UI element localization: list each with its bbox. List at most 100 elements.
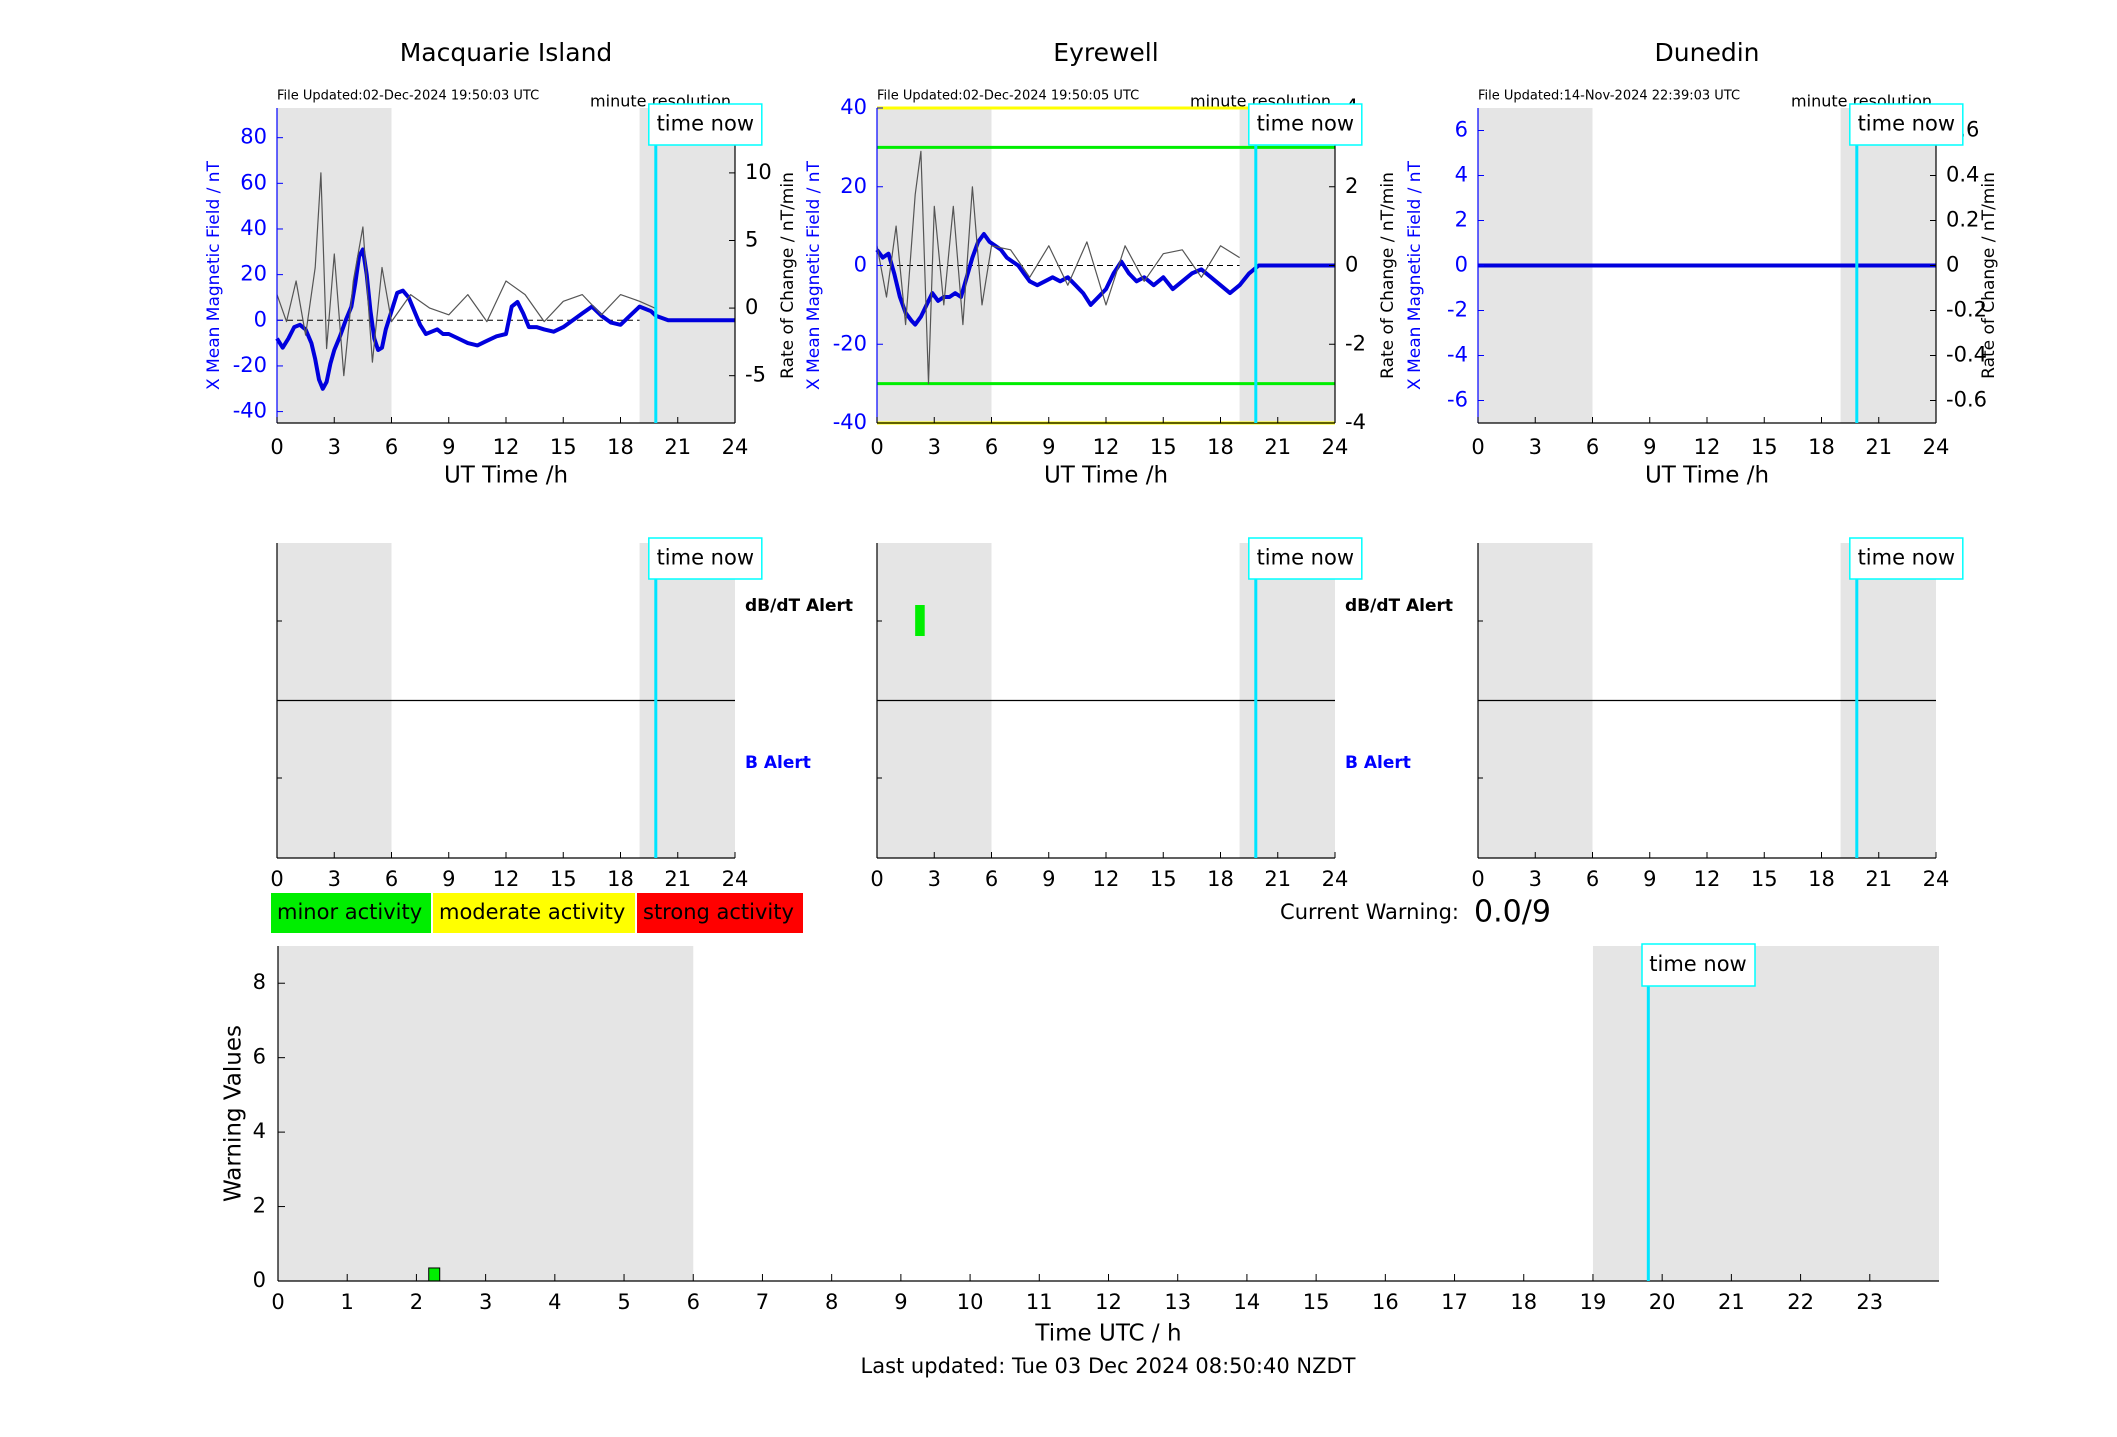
y-tick-label: 6 xyxy=(1455,118,1468,142)
y-tick-label: -4 xyxy=(1447,343,1468,367)
x-tick-label: 18 xyxy=(1207,435,1234,459)
x-tick-label: 24 xyxy=(1923,435,1950,459)
left-axis-label: X Mean Magnetic Field / nT xyxy=(204,160,224,390)
current-warning-value: 0.0/9 xyxy=(1474,895,1551,930)
last-updated: Last updated: Tue 03 Dec 2024 08:50:40 N… xyxy=(861,1354,1356,1378)
station-title: Macquarie Island xyxy=(400,38,613,67)
x-tick-label: 6 xyxy=(1586,867,1599,891)
y-tick-label: 2 xyxy=(1455,208,1468,232)
x-tick-label: 21 xyxy=(1718,1290,1745,1314)
x-tick-label: 5 xyxy=(617,1290,630,1314)
legend-label: strong activity xyxy=(643,900,794,924)
y-tick-label: -2 xyxy=(1447,298,1468,322)
y-tick-label: -20 xyxy=(833,331,867,355)
x-tick-label: 15 xyxy=(1751,435,1778,459)
now-label-mid-box xyxy=(1248,537,1363,580)
x-tick-label: 3 xyxy=(1529,435,1542,459)
file-updated: File Updated:02-Dec-2024 19:50:03 UTC xyxy=(277,89,539,104)
legend-swatch xyxy=(271,893,431,933)
rate-of-change-line xyxy=(276,172,656,377)
now-label-top: time now xyxy=(1858,112,1955,136)
x-tick-label: 18 xyxy=(1510,1290,1537,1314)
dbdt-alert-label: dB/dT Alert xyxy=(1345,596,1453,616)
y-tick-label: -40 xyxy=(233,399,267,423)
y-tick-label: 0 xyxy=(254,307,267,331)
x-tick-label: 9 xyxy=(894,1290,907,1314)
x-tick-label: 0 xyxy=(1471,435,1484,459)
y2-tick-label: -0.6 xyxy=(1946,388,1987,412)
x-tick-label: 20 xyxy=(1649,1290,1676,1314)
now-label-top-box xyxy=(1849,103,1964,146)
y-tick-label: 20 xyxy=(840,174,867,198)
y-tick-label: 4 xyxy=(253,1119,266,1143)
x-axis-label: UT Time /h xyxy=(444,463,568,489)
x-tick-label: 17 xyxy=(1441,1290,1468,1314)
legend-item-0: minor activity xyxy=(271,893,431,933)
x-tick-label: 14 xyxy=(1234,1290,1261,1314)
x-tick-label: 3 xyxy=(479,1290,492,1314)
x-tick-label: 21 xyxy=(664,435,691,459)
x-tick-label: 2 xyxy=(410,1290,423,1314)
x-tick-label: 6 xyxy=(687,1290,700,1314)
legend-item-1: moderate activity xyxy=(433,893,635,933)
x-tick-label: 6 xyxy=(985,867,998,891)
x-tick-label: 15 xyxy=(1751,867,1778,891)
x-axis-label: UT Time /h xyxy=(1645,463,1769,489)
x-tick-label: 24 xyxy=(1322,435,1349,459)
x-tick-label: 9 xyxy=(1042,867,1055,891)
y2-tick-label: 2 xyxy=(1345,174,1358,198)
now-label-top: time now xyxy=(657,112,754,136)
y-tick-label: 60 xyxy=(240,170,267,194)
x-tick-label: 24 xyxy=(722,435,749,459)
station-panel-1: Eyrewell-40-2002040-4-202403691215182124… xyxy=(804,38,1398,489)
y2-tick-label: 10 xyxy=(745,160,772,184)
warning-bar xyxy=(428,1267,441,1282)
warning-y-label: Warning Values xyxy=(221,1025,247,1202)
x-tick-label: 3 xyxy=(928,435,941,459)
x-tick-label: 3 xyxy=(1529,867,1542,891)
x-tick-label: 19 xyxy=(1580,1290,1607,1314)
x-tick-label: 21 xyxy=(664,867,691,891)
x-tick-label: 9 xyxy=(442,435,455,459)
x-tick-label: 11 xyxy=(1026,1290,1053,1314)
x-tick-label: 12 xyxy=(1093,435,1120,459)
file-updated: File Updated:14-Nov-2024 22:39:03 UTC xyxy=(1478,89,1740,104)
x-tick-label: 18 xyxy=(607,867,634,891)
x-tick-label: 0 xyxy=(1471,867,1484,891)
y-tick-label: 20 xyxy=(240,262,267,286)
x-tick-label: 15 xyxy=(1150,867,1177,891)
now-label-mid: time now xyxy=(657,546,754,570)
y-tick-label: -20 xyxy=(233,353,267,377)
x-tick-label: 12 xyxy=(1095,1290,1122,1314)
dbdt-alert-bar xyxy=(915,605,925,636)
y2-tick-label: 0.2 xyxy=(1946,208,1979,232)
now-label-box xyxy=(1641,943,1756,987)
y2-tick-label: 5 xyxy=(745,227,758,251)
now-label-mid-box xyxy=(1849,537,1964,580)
alert-panel-0: 0 3 6 9 12 15 18 21 24 dB/dT Alert B Alert xyxy=(270,543,853,891)
x-tick-label: 9 xyxy=(1042,435,1055,459)
x-tick-label: 12 xyxy=(1694,867,1721,891)
y2-tick-label: -4 xyxy=(1345,410,1366,434)
x-tick-label: 6 xyxy=(385,867,398,891)
x-tick-label: 13 xyxy=(1164,1290,1191,1314)
x-tick-label: 18 xyxy=(1808,435,1835,459)
now-label-warning: time now xyxy=(1649,952,1746,976)
x-tick-label: 0 xyxy=(270,867,283,891)
now-label-mid: time now xyxy=(1257,546,1354,570)
left-axis-label: X Mean Magnetic Field / nT xyxy=(1405,160,1425,390)
x-tick-label: 22 xyxy=(1787,1290,1814,1314)
night-shade xyxy=(278,946,694,1281)
x-tick-label: 18 xyxy=(607,435,634,459)
x-tick-label: 12 xyxy=(493,867,520,891)
right-axis-label: Rate of Change / nT/min xyxy=(778,172,798,379)
right-axis-label: Rate of Change / nT/min xyxy=(1979,172,1999,379)
left-axis-label: X Mean Magnetic Field / nT xyxy=(804,160,824,390)
x-tick-label: 15 xyxy=(1303,1290,1330,1314)
now-label-mid-box xyxy=(648,537,763,580)
night-shade xyxy=(277,108,392,423)
x-tick-label: 16 xyxy=(1372,1290,1399,1314)
x-axis-label: UT Time /h xyxy=(1044,463,1168,489)
